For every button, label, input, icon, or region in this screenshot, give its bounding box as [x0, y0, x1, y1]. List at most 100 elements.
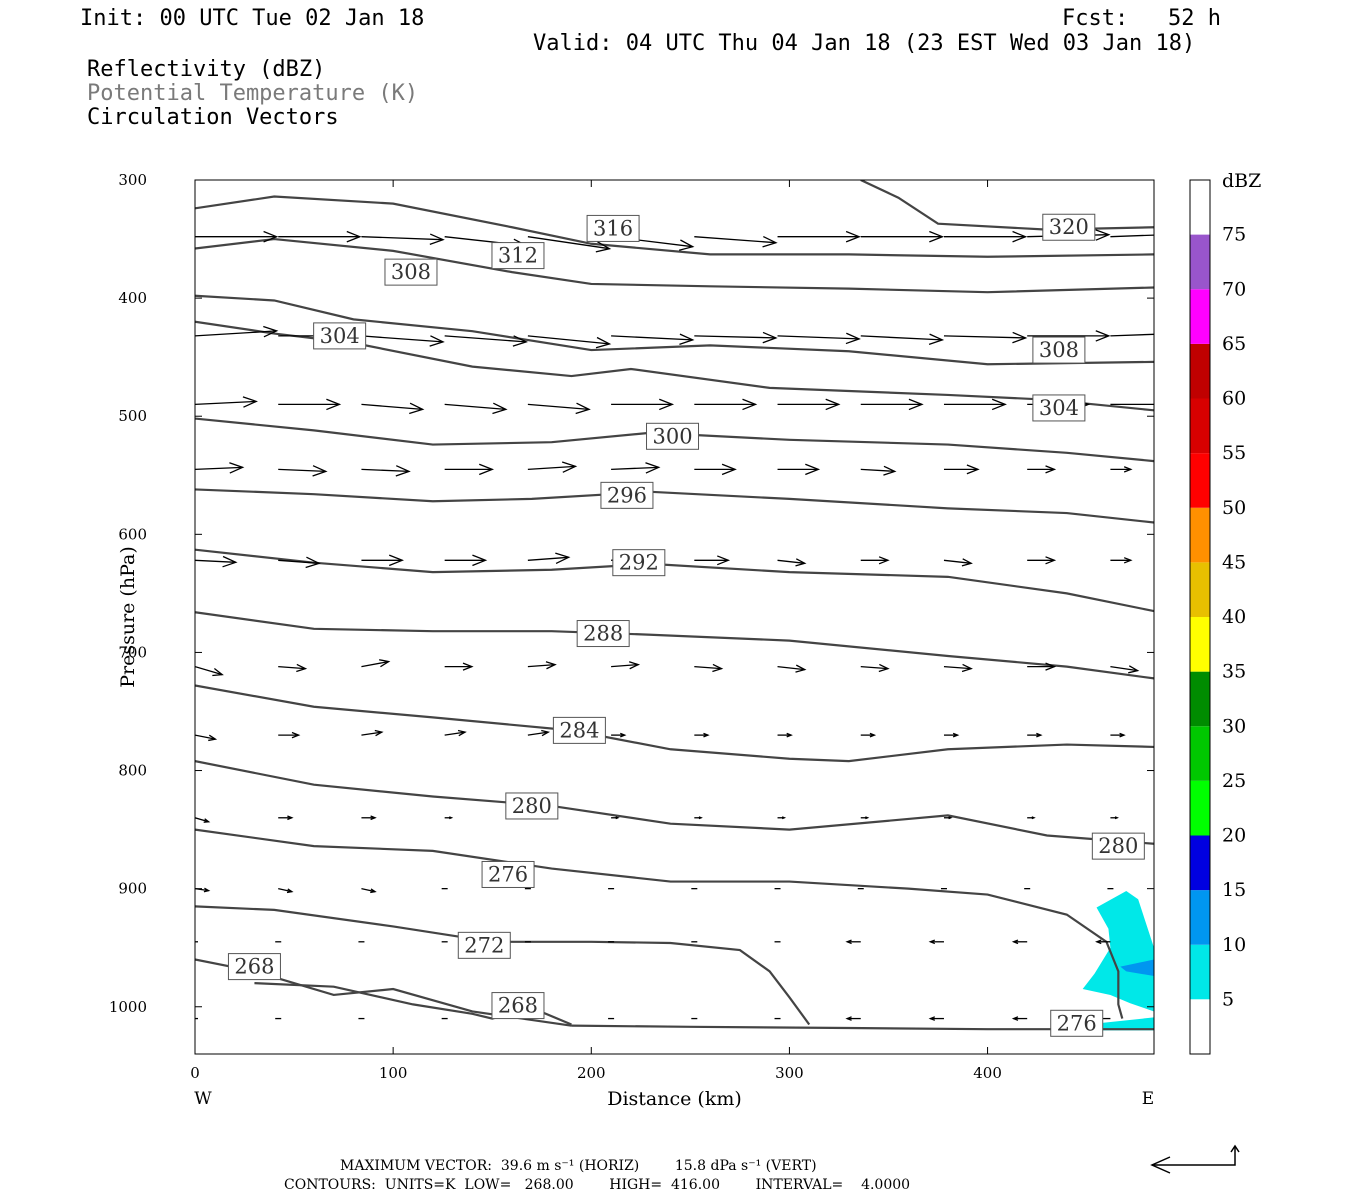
circulation-vector — [943, 559, 972, 564]
x-tick-label: 300 — [775, 1064, 804, 1082]
colorbar-tick-label: 40 — [1222, 606, 1246, 628]
circulation-vector — [777, 559, 805, 564]
circulation-vector-head — [865, 816, 870, 820]
circulation-vector-head — [1128, 665, 1140, 674]
circulation-vector-head — [409, 402, 425, 415]
circulation-vector — [444, 403, 506, 411]
theta-contour-line — [195, 548, 1154, 613]
circulation-vector-head — [703, 732, 710, 738]
circulation-vector — [694, 335, 776, 339]
colorbar-segment — [1190, 507, 1210, 563]
circulation-vector-head — [908, 398, 924, 411]
circulation-vector-head — [263, 325, 279, 338]
contour-label: 300 — [652, 424, 692, 448]
contour-label: 308 — [1039, 338, 1079, 362]
contour-label-box — [646, 422, 700, 450]
circulation-vector-head — [620, 732, 627, 738]
circulation-vector — [195, 559, 236, 563]
circulation-vector — [1110, 234, 1154, 238]
x-axis-label: Distance (km) — [607, 1088, 742, 1110]
circulation-vector-head — [203, 818, 211, 823]
circulation-vector-head — [370, 888, 377, 894]
colorbar-segment — [1190, 617, 1210, 672]
circulation-vector-head — [795, 558, 807, 567]
colorbar-segment — [1190, 726, 1210, 781]
contour-label-box — [552, 716, 606, 744]
circulation-vector-head — [208, 734, 218, 742]
circulation-vector — [527, 236, 610, 250]
circulation-vector-head — [346, 230, 362, 243]
plot-frame — [194, 179, 1155, 1055]
contour-label: 292 — [619, 551, 659, 575]
circulation-vector — [943, 335, 1026, 339]
contour-label-box — [576, 620, 630, 648]
circulation-vector-head — [595, 241, 612, 253]
colorbar-tick-label: 30 — [1222, 715, 1246, 737]
circulation-vector-head — [678, 239, 695, 251]
colorbar-tick-label: 70 — [1222, 278, 1246, 300]
y-tick-label: 300 — [118, 171, 147, 189]
circulation-vector-head — [287, 815, 294, 821]
colorbar-tick-label: 25 — [1222, 770, 1246, 792]
contour-label: 288 — [583, 622, 623, 646]
circulation-vector-head — [203, 887, 211, 893]
x-tick-label: 200 — [577, 1064, 606, 1082]
contour-label-box — [313, 322, 367, 350]
contour-label: 276 — [488, 862, 528, 886]
circulation-vector-head — [615, 816, 620, 820]
circulation-vector-head — [948, 816, 953, 820]
circulation-vector-head — [645, 462, 661, 474]
circulation-vector-head — [229, 462, 245, 474]
x-tick-label: 400 — [973, 1064, 1002, 1082]
contour-label: 268 — [498, 994, 538, 1018]
colorbar-segment — [1190, 453, 1210, 508]
circulation-vector-head — [1011, 1016, 1019, 1021]
circulation-vector — [527, 556, 569, 561]
contour-label-box — [505, 792, 559, 820]
circulation-vector-head — [374, 729, 384, 737]
theta-contour-line — [195, 760, 1154, 845]
circulation-vector-head — [449, 816, 454, 820]
circulation-vector-head — [845, 332, 861, 345]
circulation-vector-head — [883, 465, 897, 476]
theta-contour-line — [195, 237, 1154, 294]
circulation-vector-head — [1045, 465, 1057, 474]
circulation-vector-head — [395, 465, 411, 477]
contour-label-box — [491, 242, 545, 270]
colorbar-segment — [1190, 234, 1210, 290]
valid-time: Valid: 04 UTC Thu 04 Jan 18 (23 EST Wed … — [533, 31, 1196, 56]
circulation-vector-head — [472, 554, 488, 567]
y-tick-label: 500 — [118, 407, 147, 425]
circulation-vector-head — [462, 662, 474, 671]
colorbar-tick-label: 50 — [1222, 497, 1246, 519]
theta-contour-line — [860, 180, 1154, 231]
circulation-vector — [527, 663, 556, 668]
contour-label: 280 — [512, 794, 552, 818]
circulation-vector — [361, 660, 389, 668]
circulation-vector-head — [952, 732, 960, 738]
circulation-vector-head — [263, 230, 279, 243]
circulation-vector-head — [929, 230, 945, 243]
circulation-vector-head — [326, 398, 342, 411]
circulation-vector-head — [457, 729, 467, 737]
circulation-vector-head — [762, 236, 778, 248]
circulation-vector-head — [512, 335, 529, 347]
contour-label: 304 — [1039, 396, 1079, 420]
circulation-vector-head — [305, 556, 321, 569]
contour-label: 316 — [593, 216, 633, 240]
circulation-vector-head — [781, 816, 787, 820]
contour-label-box — [612, 549, 666, 577]
circulation-vector-head — [429, 233, 445, 245]
circulation-vector-head — [1123, 466, 1133, 473]
theta-contour-line — [195, 828, 1124, 1019]
x-tick-label: 100 — [379, 1064, 408, 1082]
circulation-vector — [361, 403, 423, 411]
x-tick-label: 0 — [190, 1064, 200, 1082]
circulation-vector-head — [1012, 331, 1028, 344]
colorbar-tick-label: 55 — [1222, 442, 1246, 464]
x-end-label-west: W — [194, 1089, 212, 1109]
circulation-vector-head — [878, 663, 890, 673]
colorbar-segment — [1190, 671, 1210, 727]
circulation-vector-head — [961, 663, 973, 673]
circulation-vector-head — [1095, 229, 1111, 241]
